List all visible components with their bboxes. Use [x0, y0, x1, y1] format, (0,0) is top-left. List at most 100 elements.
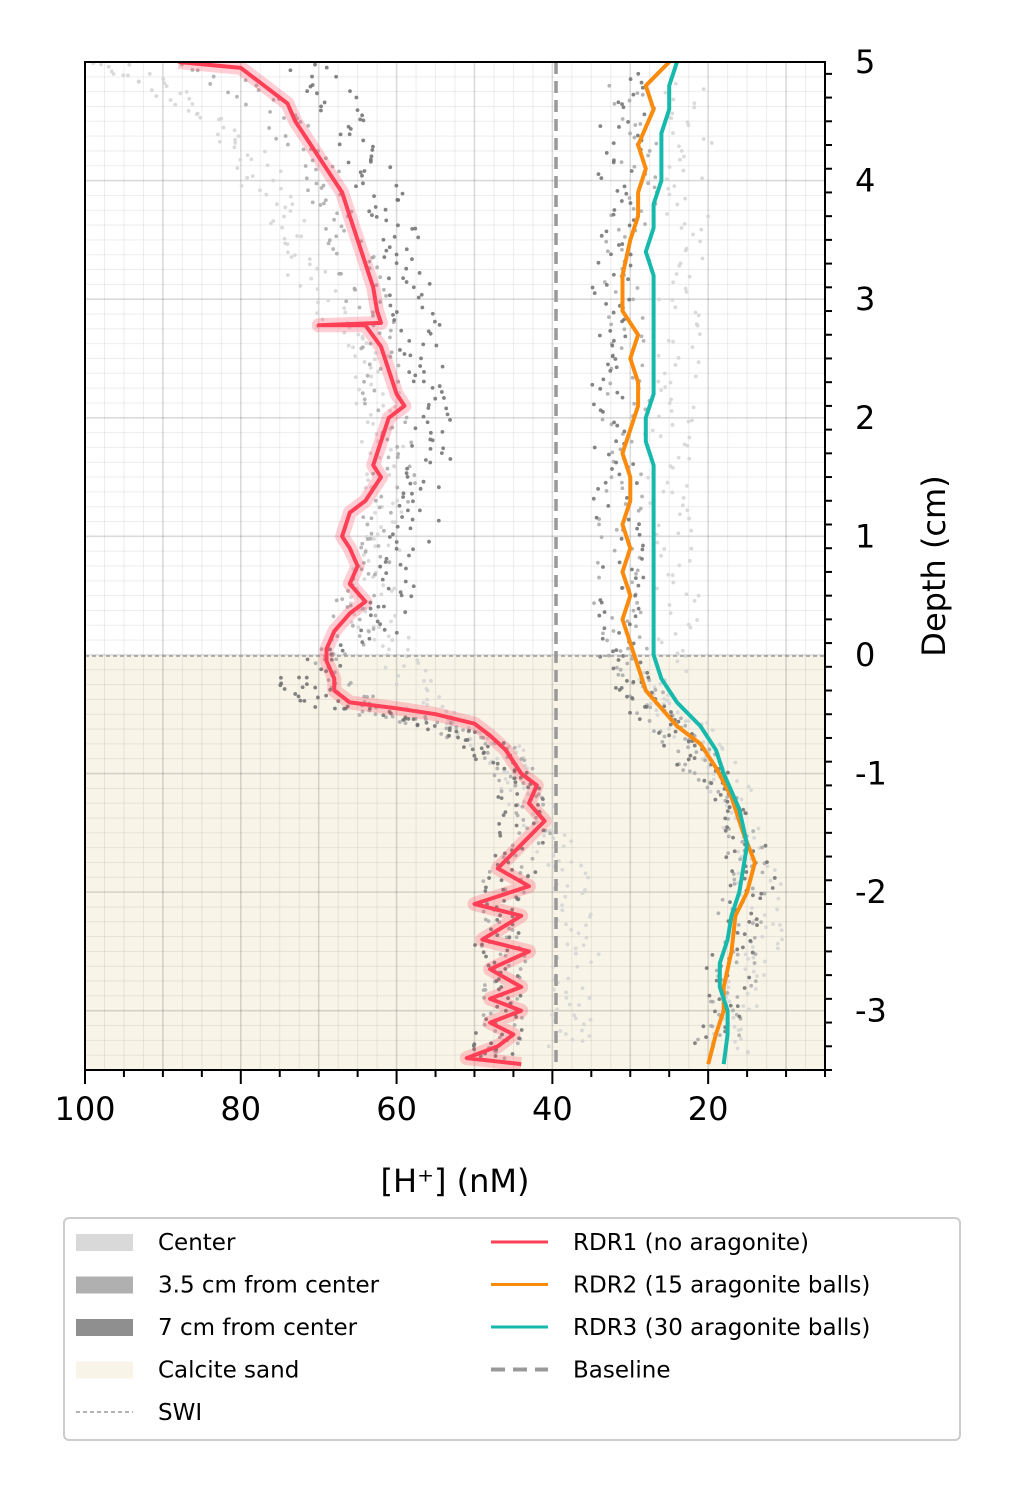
scatter-point	[358, 117, 363, 122]
scatter-point	[495, 766, 500, 771]
scatter-point	[617, 125, 621, 129]
scatter-point	[542, 833, 546, 838]
scatter-point	[604, 151, 609, 155]
scatter-point	[656, 523, 661, 528]
scatter-point	[637, 532, 642, 537]
scatter-point	[421, 479, 426, 484]
scatter-point	[530, 856, 535, 861]
scatter-point	[344, 299, 349, 304]
scatter-point	[711, 777, 716, 782]
scatter-point	[682, 442, 687, 447]
scatter-point	[258, 188, 262, 193]
scatter-point	[429, 678, 433, 683]
scatter-point	[198, 115, 203, 120]
scatter-point	[671, 131, 675, 135]
scatter-point	[423, 717, 428, 722]
scatter-point	[726, 770, 730, 775]
scatter-point	[482, 1022, 487, 1027]
scatter-point	[372, 637, 377, 642]
scatter-point	[360, 336, 365, 341]
scatter-point	[497, 1035, 502, 1040]
scatter-point	[611, 272, 616, 277]
scatter-point	[233, 138, 238, 142]
scatter-point	[665, 698, 669, 703]
scatter-point	[315, 287, 320, 292]
scatter-point	[408, 481, 413, 486]
scatter-point	[671, 280, 676, 285]
scatter-point	[328, 647, 332, 652]
scatter-point	[447, 728, 452, 733]
scatter-point	[232, 145, 237, 150]
scatter-point	[617, 243, 621, 247]
scatter-point	[639, 209, 644, 214]
scatter-point	[126, 73, 130, 78]
scatter-point	[318, 203, 323, 207]
scatter-point	[725, 991, 730, 995]
scatter-point	[393, 405, 398, 409]
scatter-point	[583, 888, 587, 892]
scatter-point	[698, 239, 703, 244]
y-axis: 5 4 3 2 1 0 -1 -2 -3	[825, 43, 887, 1071]
scatter-point	[644, 646, 649, 651]
scatter-point	[381, 604, 386, 609]
scatter-point	[419, 292, 424, 297]
scatter-point	[685, 120, 690, 125]
scatter-point	[518, 775, 523, 780]
scatter-point	[683, 719, 688, 724]
scatter-point	[630, 567, 634, 572]
legend-key-center	[76, 1234, 133, 1251]
scatter-point	[401, 276, 405, 281]
scatter-point	[411, 379, 416, 384]
scatter-point	[551, 853, 556, 858]
scatter-point	[583, 871, 588, 876]
scatter-point	[646, 675, 651, 680]
scatter-point	[736, 922, 741, 927]
scatter-point	[111, 72, 116, 76]
scatter-point	[679, 226, 684, 230]
scatter-point	[663, 385, 667, 390]
scatter-point	[347, 132, 352, 137]
scatter-point	[362, 379, 366, 384]
scatter-point	[669, 397, 674, 402]
scatter-point	[627, 98, 632, 103]
scatter-point	[743, 811, 748, 816]
scatter-point	[502, 1056, 507, 1061]
scatter-point	[635, 133, 640, 138]
scatter-point	[354, 95, 359, 100]
scatter-point	[424, 720, 429, 725]
scatter-point	[226, 90, 230, 95]
scatter-point	[614, 686, 618, 690]
plot-area	[84, 61, 826, 1071]
scatter-point	[750, 950, 755, 955]
scatter-point	[680, 648, 685, 653]
scatter-point	[430, 311, 435, 316]
scatter-point	[359, 439, 364, 444]
scatter-point	[667, 733, 672, 738]
scatter-point	[634, 481, 639, 485]
scatter-point	[620, 319, 624, 324]
scatter-point	[395, 198, 400, 202]
scatter-point	[551, 836, 556, 841]
scatter-point	[653, 688, 658, 692]
scatter-point	[598, 124, 603, 129]
scatter-point	[679, 716, 683, 721]
scatter-point	[269, 221, 273, 226]
scatter-point	[692, 771, 697, 776]
scatter-point	[573, 1016, 578, 1021]
scatter-point	[370, 213, 374, 218]
scatter-point	[365, 373, 370, 378]
scatter-point	[714, 978, 719, 983]
scatter-point	[747, 920, 752, 924]
scatter-point	[614, 365, 619, 370]
scatter-point	[448, 721, 453, 725]
scatter-point	[675, 762, 680, 767]
scatter-point	[614, 648, 619, 653]
scatter-point	[723, 828, 728, 833]
scatter-point	[389, 619, 393, 624]
scatter-point	[428, 430, 433, 435]
scatter-point	[602, 626, 607, 631]
scatter-point	[630, 375, 635, 380]
scatter-point	[386, 455, 391, 460]
scatter-point	[609, 475, 614, 480]
scatter-point	[369, 374, 374, 379]
